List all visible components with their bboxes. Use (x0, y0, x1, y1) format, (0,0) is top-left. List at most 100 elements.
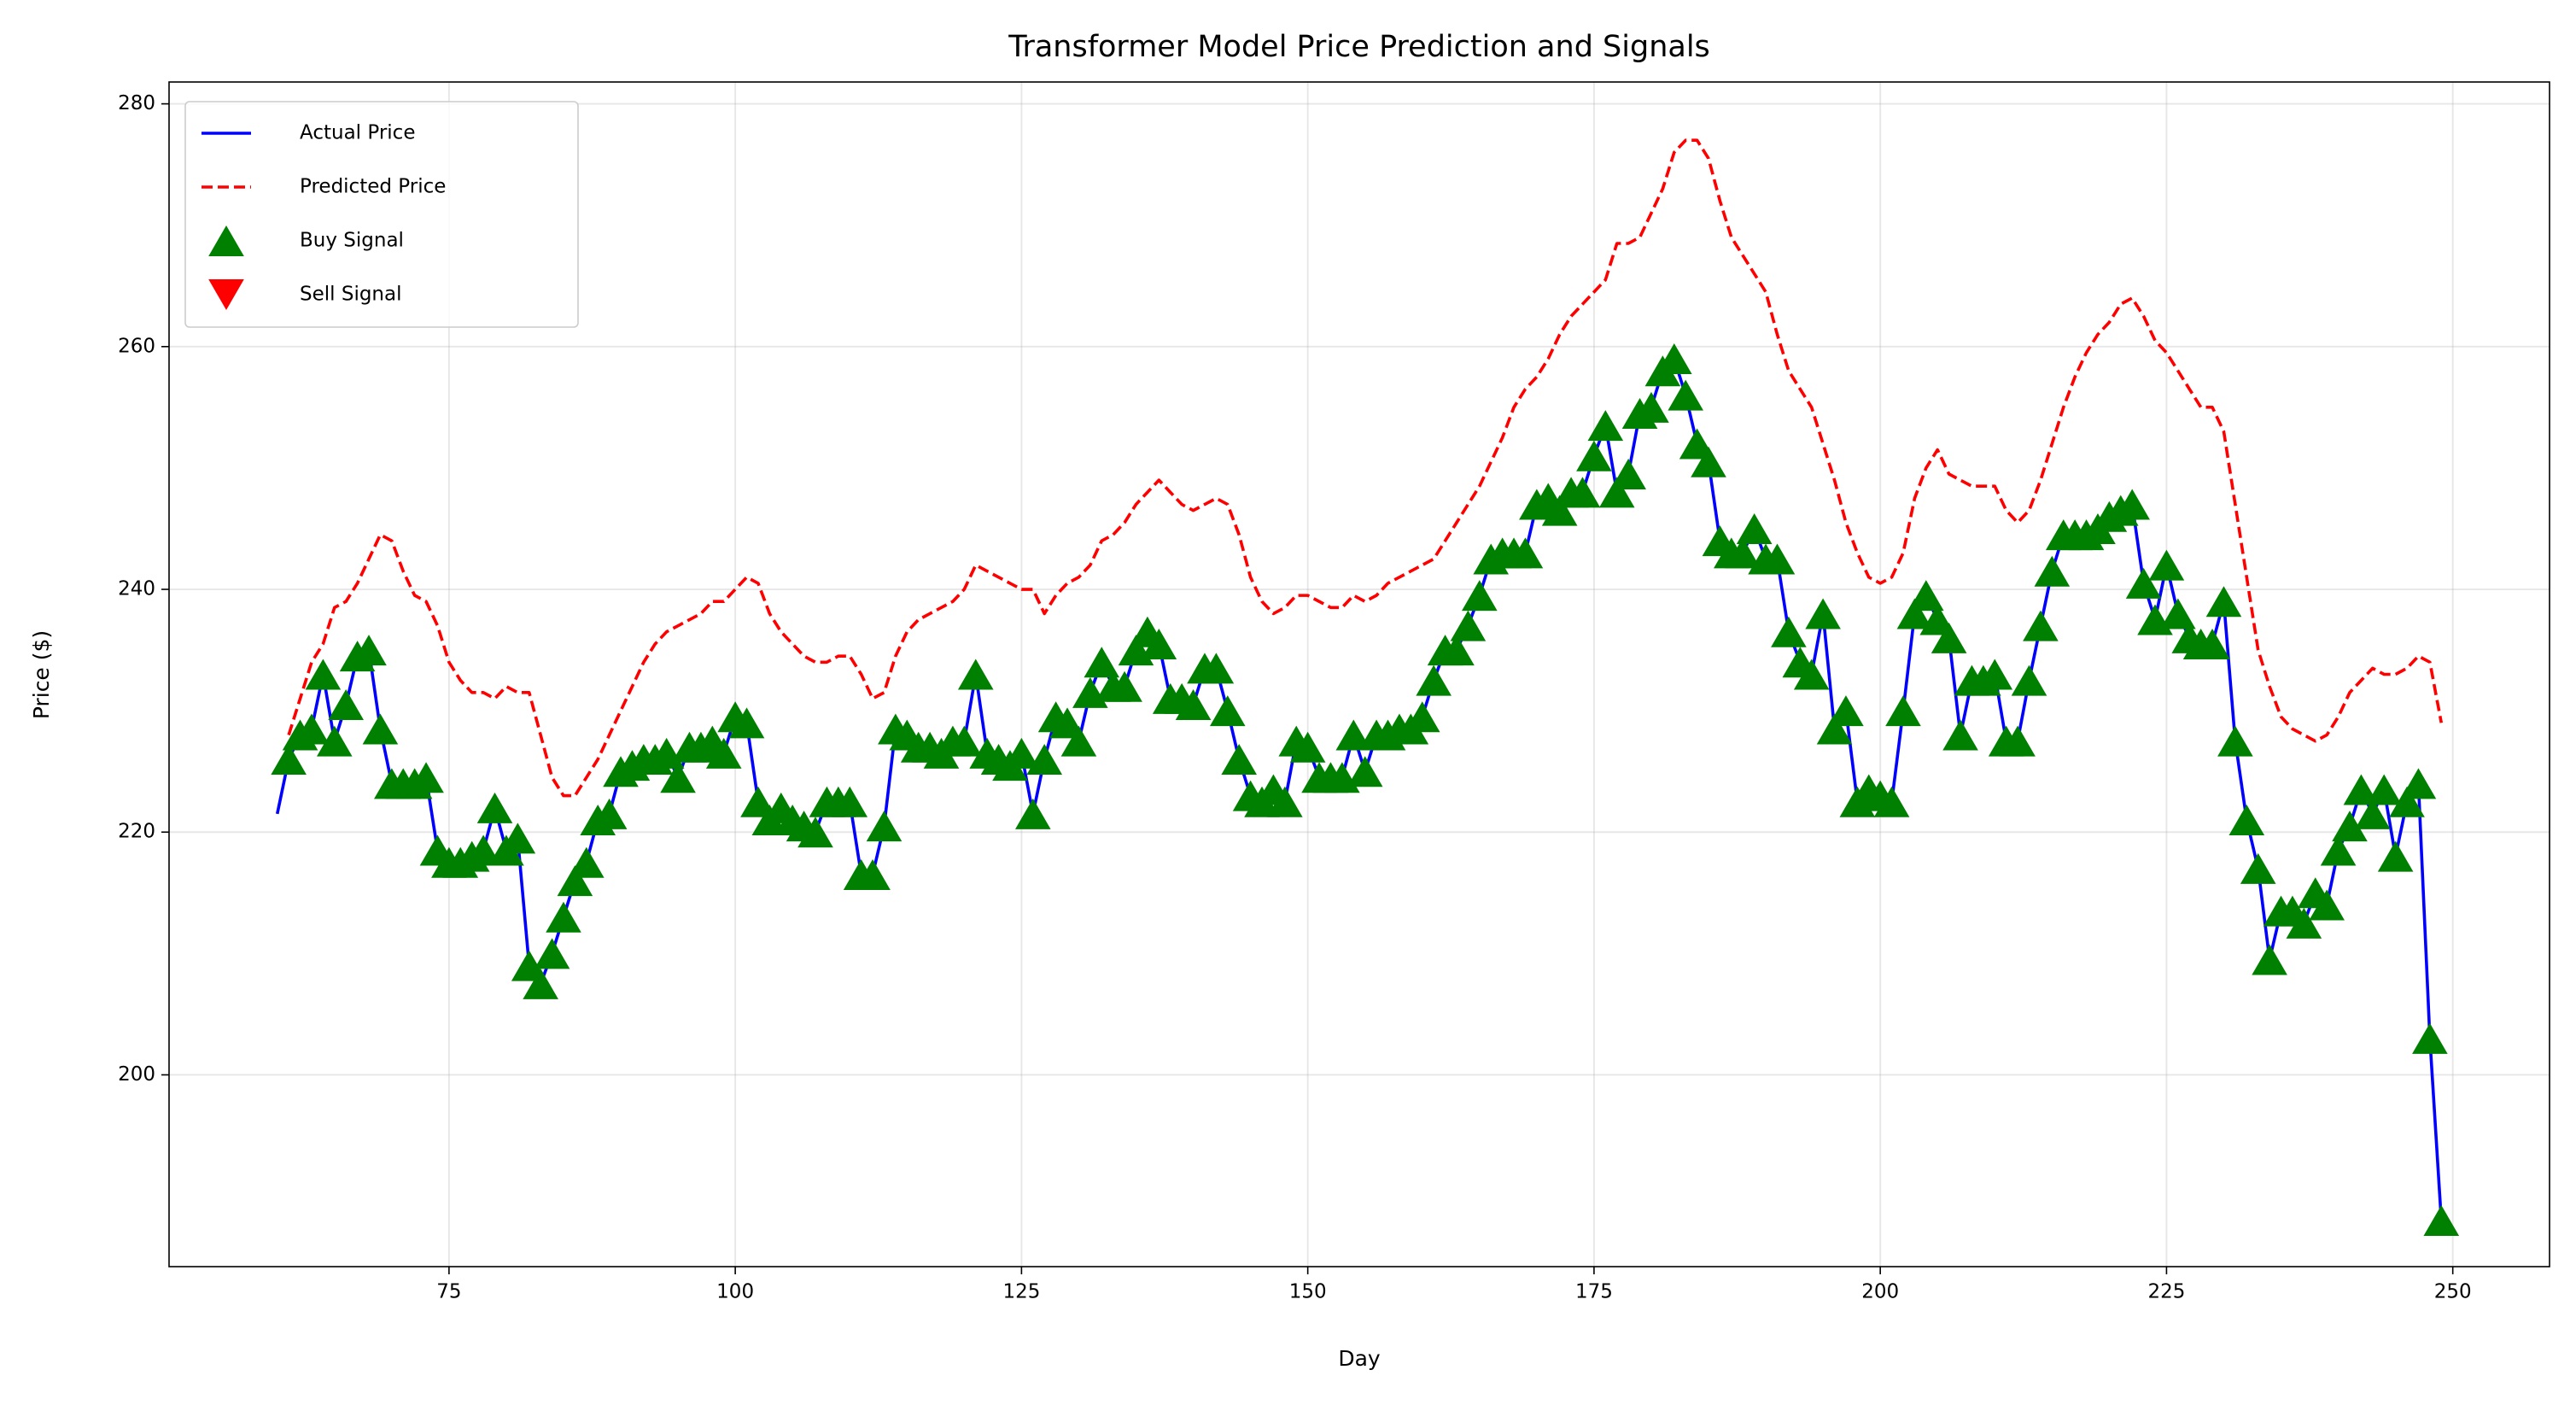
y-tick-label: 280 (118, 92, 155, 114)
signal-marker (1267, 786, 1303, 817)
signal-marker (476, 792, 513, 823)
signal-marker (1942, 719, 1978, 751)
signal-marker (1209, 695, 1246, 727)
y-tick-label: 260 (118, 335, 155, 357)
signal-marker (1141, 628, 1177, 659)
chart-title: Transformer Model Price Prediction and S… (1008, 30, 1710, 64)
legend-label: Buy Signal (300, 230, 404, 252)
signal-marker (294, 713, 330, 745)
x-tick-label: 75 (436, 1281, 461, 1303)
signal-marker (797, 817, 833, 848)
signal-marker (305, 659, 342, 690)
x-tick-label: 250 (2434, 1281, 2472, 1303)
signal-marker (1633, 391, 1669, 423)
x-tick-label: 100 (716, 1281, 754, 1303)
signal-marker (1335, 719, 1372, 751)
signal-marker (1931, 622, 1967, 653)
signal-marker (2205, 586, 2242, 618)
signal-marker (1060, 725, 1097, 757)
signal-marker (271, 743, 307, 775)
signal-marker (1885, 695, 1921, 727)
signal-marker (2011, 664, 2047, 696)
price-line (287, 138, 2444, 798)
signal-marker (328, 689, 364, 721)
signal-marker (1736, 512, 1773, 544)
signal-marker (316, 725, 353, 757)
signal-marker (591, 798, 628, 829)
signal-marker (1462, 580, 1498, 612)
signal-marker (1977, 659, 2013, 690)
signal-marker (660, 762, 696, 793)
signal-marker (465, 834, 501, 866)
signal-marker (2034, 555, 2071, 587)
signal-marker (2194, 628, 2230, 659)
signal-marker (1576, 440, 1612, 471)
signal-marker (2148, 549, 2185, 581)
signal-marker (957, 659, 994, 690)
signal-marker (1015, 798, 1051, 829)
signal-marker (1221, 743, 1257, 775)
signal-marker (2217, 725, 2253, 757)
signal-marker (1003, 737, 1040, 769)
signal-marker (1793, 659, 1830, 690)
y-tick-label: 200 (118, 1063, 155, 1086)
signal-marker (1805, 598, 1841, 629)
signal-marker (1828, 695, 1864, 727)
x-tick-label: 150 (1289, 1281, 1327, 1303)
signal-marker (1198, 653, 1235, 684)
signal-marker (569, 846, 605, 878)
signal-marker (1507, 537, 1544, 569)
signal-marker (499, 823, 536, 854)
signal-marker (2160, 598, 2196, 629)
signal-marker (1175, 689, 1212, 721)
x-tick-label: 225 (2147, 1281, 2185, 1303)
signal-marker (1691, 446, 1726, 477)
x-axis-label: Day (1338, 1346, 1381, 1371)
signal-marker (2125, 567, 2162, 599)
signal-marker (2400, 768, 2437, 799)
signal-marker (1896, 598, 1933, 629)
signal-marker (2389, 786, 2425, 817)
signal-marker (1084, 647, 1120, 678)
signal-marker (2228, 805, 2265, 836)
signal-marker (1668, 379, 1703, 411)
signal-marker (1816, 713, 1853, 745)
x-tick-label: 200 (1861, 1281, 1899, 1303)
signal-marker (855, 858, 891, 890)
signal-marker (728, 707, 765, 739)
signal-marker (1107, 670, 1142, 702)
signal-marker (2412, 1022, 2448, 1054)
y-tick-label: 220 (118, 821, 155, 843)
signal-marker (1026, 743, 1063, 775)
signal-marker (2343, 774, 2380, 805)
signal-marker (2355, 798, 2391, 829)
x-tick-label: 175 (1575, 1281, 1613, 1303)
signal-marker (2023, 610, 2059, 641)
signal-marker (2377, 840, 2414, 872)
signal-marker (1759, 543, 1796, 575)
signal-marker (1771, 616, 1807, 647)
signal-marker (1541, 495, 1578, 526)
signal-marker (705, 737, 742, 769)
signal-marker (1873, 786, 1910, 817)
signal-marker (1346, 756, 1383, 787)
signal-marker (1587, 410, 1624, 442)
signal-marker (1656, 343, 1692, 375)
signal-marker (1598, 477, 1635, 508)
plot-frame (168, 81, 2550, 1267)
legend-label: Predicted Price (300, 176, 446, 198)
signal-marker (362, 713, 399, 745)
signal-marker (1404, 701, 1440, 733)
signal-marker (1725, 537, 1761, 569)
signal-marker (408, 762, 444, 793)
signal-marker (2240, 852, 2276, 884)
signal-marker (523, 968, 558, 999)
legend-label: Sell Signal (300, 284, 402, 306)
signal-marker (2286, 907, 2322, 939)
x-tick-label: 125 (1002, 1281, 1040, 1303)
signal-marker (546, 901, 581, 933)
signal-marker (1416, 664, 1452, 696)
signal-marker (2332, 811, 2368, 842)
y-axis-label: Price ($) (29, 630, 54, 719)
signal-marker (2000, 725, 2036, 757)
